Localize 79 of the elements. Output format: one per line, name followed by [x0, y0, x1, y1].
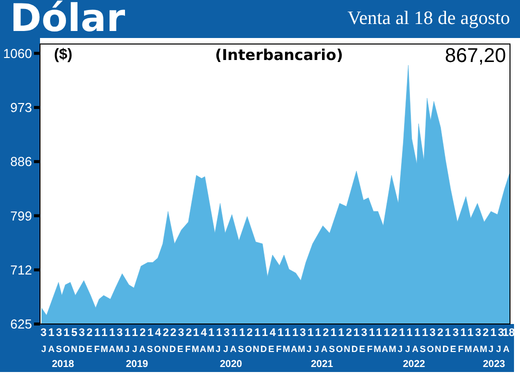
- x-tick-label: 3: [40, 326, 47, 339]
- text: 2019: [124, 359, 150, 370]
- x-tick-label: 1: [398, 326, 406, 339]
- annotation: (Interbancario): [215, 46, 344, 64]
- x-tick-label: 4: [270, 326, 277, 339]
- x-tick-label: 1: [284, 326, 291, 339]
- x-tick-label: 1: [193, 326, 200, 339]
- x-tick-label: 1: [315, 326, 322, 339]
- y-tick-label: 973: [10, 100, 32, 116]
- chart-subtitle: Venta al 18 de agosto: [347, 8, 510, 30]
- x-tick-label: 18: [502, 326, 515, 339]
- text: 2021: [310, 359, 334, 370]
- x-tick-label: 2: [246, 326, 253, 339]
- y-tick-label: 712: [10, 262, 32, 278]
- x-tick-label: 1: [208, 326, 214, 339]
- x-tick-label: 1: [132, 326, 138, 339]
- x-tick-label: 2: [346, 326, 352, 339]
- x-tick-label: 2: [391, 326, 398, 339]
- x-tick-label: 1: [414, 326, 420, 339]
- x-tick-label: 2: [170, 326, 176, 339]
- x-tick-label: 1: [292, 326, 298, 339]
- x-tick-label: 4: [200, 326, 208, 339]
- x-tick-label: 1: [109, 326, 116, 339]
- x-tick-label: 3: [361, 326, 368, 339]
- x-tick-label: 2: [482, 326, 489, 339]
- x-tick-label: 1: [254, 326, 261, 339]
- x-tick-label: 2: [322, 326, 329, 339]
- y-tick-label: 625: [10, 316, 32, 332]
- x-tick-label: 3: [475, 326, 482, 339]
- x-tick-label: 1: [353, 326, 360, 339]
- x-tick-label: 1: [239, 326, 246, 339]
- x-tick-label: 5: [71, 326, 78, 339]
- x-tick-label: 1: [330, 326, 337, 339]
- x-tick-label: 1: [384, 326, 390, 339]
- x-tick-label: 1: [490, 326, 497, 339]
- x-tick-label: 1: [94, 326, 100, 339]
- x-tick-label: 1: [262, 326, 268, 339]
- x-tick-label: 3: [498, 326, 504, 339]
- x-tick-label: 3: [300, 326, 306, 339]
- text: 2023: [482, 359, 506, 370]
- x-tick-label: 1: [101, 326, 108, 339]
- text: 2022: [402, 359, 426, 370]
- x-tick-label: 3: [56, 326, 62, 339]
- annotation: 867,20: [444, 45, 506, 68]
- x-tick-label: 1: [368, 326, 376, 339]
- x-tick-label: 2: [437, 326, 444, 339]
- x-tick-label: 1: [231, 326, 238, 339]
- text: 2020: [218, 359, 244, 370]
- x-tick-label: 3: [452, 326, 459, 339]
- y-tick-label: 886: [10, 154, 32, 170]
- x-tick-label: 1: [124, 326, 130, 339]
- x-tick-label: 2: [140, 326, 146, 339]
- x-tick-label: 2: [186, 326, 192, 339]
- x-tick-label: 1: [338, 326, 344, 339]
- y-tick-label: 799: [10, 208, 32, 224]
- x-tick-label: 1: [376, 326, 382, 339]
- x-tick-label: 1: [277, 326, 284, 339]
- y-tick-label: 1060: [3, 46, 32, 61]
- text: 2018: [50, 359, 76, 370]
- x-tick-label: 1: [460, 326, 466, 339]
- x-tick-label: 1: [48, 326, 54, 339]
- x-tick-label: 4: [154, 326, 162, 339]
- x-tick-label: 2: [86, 326, 93, 339]
- x-tick-label: 3: [430, 326, 436, 339]
- x-tick-label: 1: [216, 326, 222, 339]
- x-tick-label: 3: [78, 326, 85, 339]
- x-tick-label: 3: [224, 326, 230, 339]
- x-tick-label: 2: [162, 326, 169, 339]
- chart-title: Dólar: [10, 0, 126, 40]
- y-axis-title: ($): [54, 46, 72, 63]
- x-tick-label: 1: [444, 326, 451, 339]
- x-tick-label: 3: [178, 326, 184, 339]
- x-tick-label: 1: [308, 326, 314, 339]
- x-tick-label: 1: [467, 326, 474, 339]
- x-tick-label: 1: [147, 326, 154, 339]
- x-tick-label: 1: [406, 326, 413, 339]
- x-tick-label: 3: [116, 326, 123, 339]
- x-tick-label: 1: [63, 326, 70, 339]
- x-tick-label: 1: [422, 326, 428, 339]
